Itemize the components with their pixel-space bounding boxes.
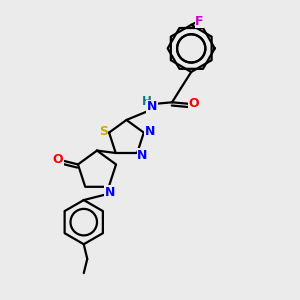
- Text: N: N: [105, 186, 116, 199]
- Text: N: N: [147, 100, 157, 113]
- Text: H: H: [142, 95, 152, 108]
- Text: F: F: [195, 14, 204, 28]
- Text: O: O: [52, 153, 63, 166]
- Text: N: N: [137, 149, 148, 162]
- Text: S: S: [99, 124, 108, 138]
- Text: N: N: [145, 125, 155, 139]
- Text: O: O: [188, 97, 199, 110]
